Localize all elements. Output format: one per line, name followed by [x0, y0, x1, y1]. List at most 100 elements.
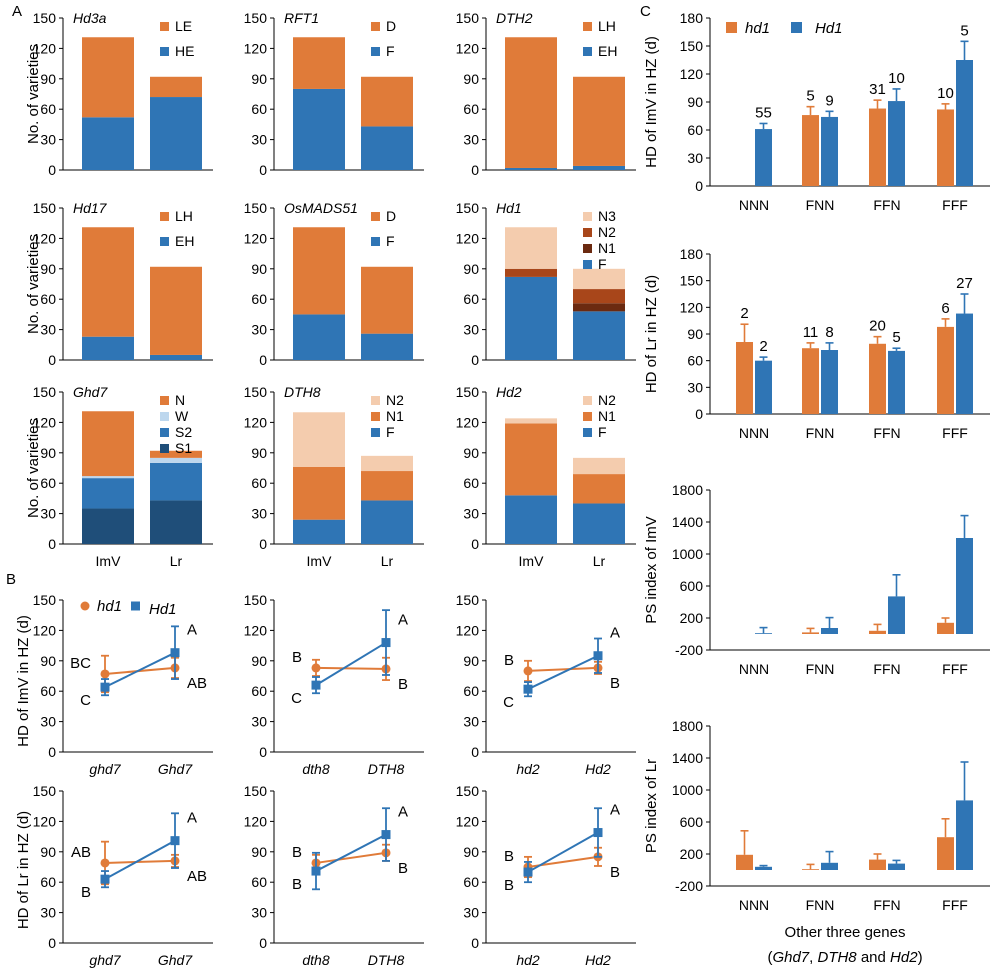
bar-segment-w — [150, 457, 202, 463]
B-ghd7-Lr-axes: 0 30 60 90 120 150 — [33, 783, 213, 951]
sample-size-label: 2 — [759, 338, 767, 355]
legend-label: F — [386, 233, 395, 249]
y-tick-label: 150 — [680, 273, 704, 289]
chart-title: DTH8 — [284, 384, 321, 400]
bar-Hd1 — [888, 596, 905, 634]
y-axis-label: PS index of ImV — [643, 516, 660, 624]
bar-segment-f — [293, 519, 345, 544]
x-tick-label: FNN — [806, 425, 835, 441]
y-tick-label: 120 — [680, 66, 704, 82]
x-tick-label: ghd7 — [89, 761, 121, 777]
legend-label: F — [386, 43, 395, 59]
y-tick-label: 150 — [456, 592, 480, 608]
y-tick-label: 0 — [471, 162, 479, 178]
bar-Hd1 — [755, 129, 772, 186]
y-tick-label: 60 — [463, 874, 479, 890]
bar-hd1 — [937, 837, 954, 870]
significance-letter: A — [610, 625, 620, 642]
B-hd2-ImV-axes: 0 30 60 90 120 150 — [456, 592, 636, 760]
x-axis-sublabel-part: , — [809, 949, 817, 966]
B-dth8-ImV-axes: 0 30 60 90 120 150 — [244, 592, 424, 760]
bar-Hd1 — [956, 800, 973, 870]
legend-marker — [131, 601, 140, 611]
bar-Hd1 — [956, 313, 973, 414]
sample-size-label: 8 — [825, 324, 833, 341]
y-tick-label: 120 — [33, 414, 57, 430]
y-tick-label: 120 — [456, 230, 480, 246]
bar-segment-w — [82, 476, 134, 479]
B-hd2-Lr-axes: 0 30 60 90 120 150 — [456, 783, 636, 951]
y-tick-label: 90 — [251, 844, 267, 860]
y-tick-label: 1800 — [672, 718, 703, 734]
y-tick-label: 30 — [687, 150, 703, 166]
x-tick-label: FNN — [806, 661, 835, 677]
legend-label: N — [175, 392, 185, 408]
bar-Hd1 — [755, 866, 772, 870]
bar-segment-he — [150, 97, 202, 170]
sample-size-label: 2 — [740, 305, 748, 322]
y-axis-label: HD of Lr in HZ (d) — [15, 811, 32, 929]
x-tick-label: FFF — [942, 897, 968, 913]
bar-segment-f — [505, 495, 557, 544]
y-tick-label: 30 — [40, 905, 56, 921]
y-axis-label: HD of ImV in HZ (d) — [15, 615, 32, 747]
data-point — [100, 682, 110, 692]
bar-hd1 — [937, 109, 954, 186]
significance-letter: B — [292, 649, 302, 666]
significance-letter: AB — [187, 675, 207, 692]
x-tick-label: dth8 — [302, 952, 329, 968]
legend-swatch — [371, 237, 380, 246]
x-tick-label: DTH8 — [368, 761, 405, 777]
y-tick-label: 0 — [471, 935, 479, 951]
legend-swatch — [371, 22, 380, 31]
y-tick-label: 60 — [251, 291, 267, 307]
x-axis-sublabel-part: ) — [918, 949, 923, 966]
bar-segment-f — [293, 314, 345, 360]
sample-size-label: 5 — [960, 22, 968, 39]
bar-hd1 — [736, 342, 753, 414]
significance-letter: AB — [187, 868, 207, 885]
y-tick-label: 90 — [463, 261, 479, 277]
bar-segment-lh — [82, 227, 134, 337]
bar-Hd1 — [821, 350, 838, 414]
y-tick-label: 0 — [471, 744, 479, 760]
y-tick-label: 60 — [251, 475, 267, 491]
y-tick-label: 30 — [40, 506, 56, 522]
bar-hd1 — [802, 632, 819, 634]
legend-label: N1 — [598, 240, 616, 256]
bar-Hd1 — [821, 116, 838, 186]
bar-Hd1 — [888, 350, 905, 414]
legend-swatch — [160, 444, 169, 453]
y-tick-label: 120 — [33, 230, 57, 246]
y-tick-label: 120 — [244, 40, 268, 56]
y-tick-label: 600 — [680, 578, 704, 594]
y-tick-label: 90 — [251, 261, 267, 277]
series-line-hd1 — [104, 859, 176, 864]
y-tick-label: 1800 — [672, 482, 703, 498]
y-tick-label: 60 — [40, 874, 56, 890]
y-tick-label: 120 — [456, 813, 480, 829]
y-tick-label: 90 — [40, 844, 56, 860]
y-axis-label: HD of Lr in HZ (d) — [643, 275, 660, 393]
legend-label: hd1 — [745, 20, 770, 37]
x-tick-label: Hd2 — [585, 952, 611, 968]
bar-segment-f — [361, 333, 413, 360]
y-tick-label: 150 — [244, 783, 268, 799]
bar-hd1 — [869, 108, 886, 186]
y-tick-label: 120 — [244, 230, 268, 246]
sample-size-label: 27 — [956, 275, 973, 292]
x-tick-label: FFF — [942, 197, 968, 213]
legend-label: LH — [598, 18, 616, 34]
y-tick-label: 180 — [680, 10, 704, 26]
x-tick-label: hd2 — [516, 761, 540, 777]
sample-size-label: 20 — [869, 318, 886, 335]
bar-Hd1 — [888, 863, 905, 870]
x-axis-label: Other three genes — [785, 924, 906, 941]
bar-segment-eh — [505, 167, 557, 170]
legend-swatch — [160, 396, 169, 405]
y-tick-label: 0 — [48, 162, 56, 178]
B-ghd7-ImV-axes: 0 30 60 90 120 150 — [33, 592, 213, 760]
y-tick-label: 60 — [463, 683, 479, 699]
y-tick-label: 90 — [40, 71, 56, 87]
